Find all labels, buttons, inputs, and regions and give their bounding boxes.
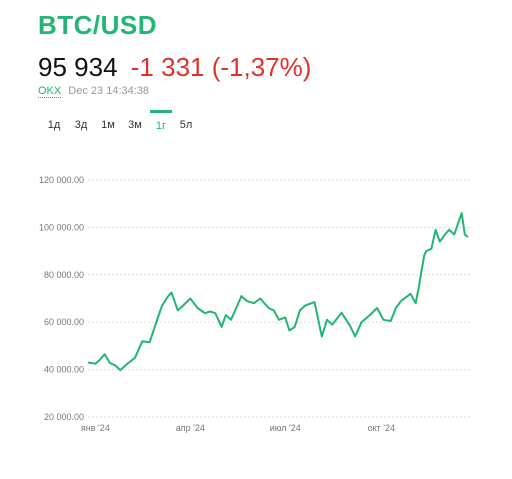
tab-3m[interactable]: 3м: [128, 119, 142, 131]
timestamp: Dec 23 14:34:38: [68, 85, 150, 97]
price-row: 95 934 -1 331 (-1,37%): [38, 52, 311, 83]
tab-1y[interactable]: 1г: [150, 110, 172, 137]
y-tick-label: 100 000.00: [39, 222, 84, 232]
source-row: OKX Dec 23 14:34:38: [38, 85, 150, 98]
x-tick-label: апр '24: [176, 423, 205, 433]
y-tick-label: 80 000.00: [44, 270, 84, 280]
price-change: -1 331 (-1,37%): [130, 52, 312, 82]
tab-1m[interactable]: 1м: [101, 119, 115, 131]
x-tick-label: янв '24: [81, 423, 110, 433]
y-tick-label: 20 000.00: [44, 412, 84, 422]
y-tick-label: 120 000.00: [39, 175, 84, 185]
y-tick-label: 60 000.00: [44, 317, 84, 327]
pair-title: BTC/USD: [38, 10, 158, 40]
x-tick-label: июл '24: [270, 423, 301, 433]
x-tick-label: окт '24: [368, 423, 395, 433]
tab-5y[interactable]: 5л: [179, 119, 193, 131]
price-series-line: [87, 212, 469, 372]
tab-1d[interactable]: 1д: [47, 119, 61, 131]
tab-3d[interactable]: 3д: [74, 119, 88, 131]
y-tick-label: 40 000.00: [44, 365, 84, 375]
source-exchange-link[interactable]: OKX: [38, 85, 62, 98]
current-price: 95 934: [38, 52, 118, 82]
